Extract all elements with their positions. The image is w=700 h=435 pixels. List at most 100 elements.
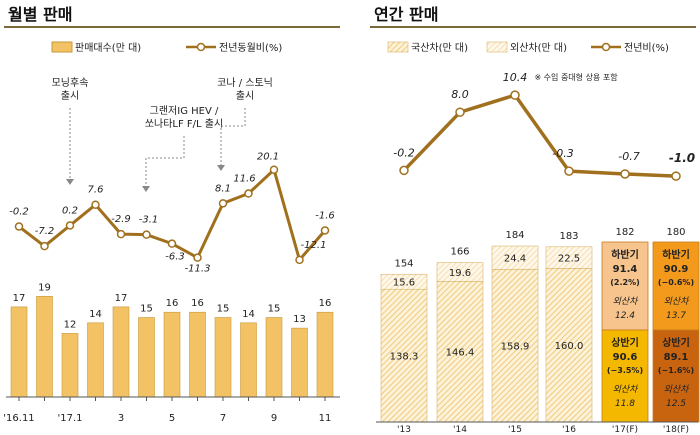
forecast-h2-value-1: 90.9 <box>664 264 689 275</box>
annual-yoy-point-5 <box>671 171 681 181</box>
annual-total-label-1: 166 <box>450 247 469 258</box>
legend-domestic-swatch <box>387 41 409 53</box>
monthly-yoy-point-1 <box>40 241 49 251</box>
monthly-bar-label-5: 15 <box>140 304 153 315</box>
right-panel-title: 연간 판매 <box>374 5 439 24</box>
monthly-yoy-label-9: 11.6 <box>233 174 255 185</box>
monthly-bar-6 <box>163 311 181 398</box>
annotation-2-connector <box>220 108 246 166</box>
monthly-yoy-label-8: 8.1 <box>215 183 231 194</box>
monthly-yoy-label-5: -3.1 <box>139 215 159 226</box>
monthly-yoy-point-6 <box>167 239 177 248</box>
monthly-yoy-point-10 <box>269 165 279 174</box>
annual-yoy-point-3 <box>564 166 574 176</box>
monthly-x-tick-label-10: 9 <box>271 413 277 424</box>
annual-x-tick-label-3: '16 <box>562 425 576 435</box>
annual-import-label-3: 22.5 <box>558 254 580 265</box>
monthly-bar-label-3: 14 <box>89 309 102 320</box>
forecast-h1-bar-0 <box>601 329 649 423</box>
monthly-bar-label-8: 15 <box>217 304 230 315</box>
monthly-bar-label-2: 12 <box>64 319 77 330</box>
forecast-h2-bar-0 <box>601 241 649 331</box>
legend-bar-swatch <box>51 41 73 53</box>
annotation-1-line-0: 그랜저IG HEV / <box>150 105 219 117</box>
monthly-bar-label-4: 17 <box>115 293 128 304</box>
forecast-h2-title-1: 하반기 <box>662 248 690 261</box>
monthly-yoy-point-5 <box>142 230 151 239</box>
annual-import-bar-2 <box>491 245 539 270</box>
forecast-h1-title-1: 상반기 <box>662 336 690 349</box>
annual-x-tick-label-4: '17(F) <box>612 425 638 435</box>
monthly-yoy-label-12: -1.6 <box>315 210 335 221</box>
legend-line-marker <box>196 42 206 52</box>
monthly-bar-9 <box>240 322 257 398</box>
forecast-h2-sub-label-1: 외산차 <box>664 296 691 307</box>
monthly-bar-4 <box>112 306 130 398</box>
forecast-h1-bar-1 <box>652 329 700 423</box>
forecast-h1-sub-label-1: 외산차 <box>664 384 691 395</box>
monthly-bar-label-11: 13 <box>293 314 306 325</box>
annotation-1-connector <box>145 136 185 187</box>
left-panel-title: 월별 판매 <box>8 5 73 24</box>
monthly-bar-label-12: 16 <box>319 298 332 309</box>
forecast-h2-title-0: 하반기 <box>611 248 639 261</box>
monthly-yoy-point-11 <box>295 255 304 265</box>
monthly-bar-1 <box>36 295 53 398</box>
annual-yoy-label-4: -0.7 <box>618 150 639 163</box>
annual-yoy-point-4 <box>620 169 630 179</box>
annual-import-bar-3 <box>545 246 593 269</box>
annual-x-tick-label-2: '15 <box>508 425 522 435</box>
monthly-bar-label-0: 17 <box>13 293 26 304</box>
forecast-h2-pct-1: (−0.6%) <box>658 278 694 287</box>
forecast-h1-sub-label-0: 외산차 <box>613 384 640 395</box>
annual-yoy-point-2 <box>510 90 520 100</box>
monthly-bar-7 <box>189 311 206 398</box>
monthly-bar-label-9: 14 <box>242 309 255 320</box>
legend-import-label: 외산차(만 대) <box>510 42 567 54</box>
annotation-2-line-1: 출시 <box>236 90 254 102</box>
forecast-h1-pct-0: (−3.5%) <box>607 366 643 375</box>
annual-yoy-point-0 <box>399 165 409 176</box>
forecast-h1-sub-value-0: 11.8 <box>615 399 635 409</box>
annual-yoy-line <box>402 93 677 178</box>
annual-total-label-0: 154 <box>394 258 413 269</box>
annual-total-label-2: 184 <box>505 230 524 241</box>
monthly-yoy-label-11: -12.1 <box>301 240 327 251</box>
monthly-x-tick-label-8: 7 <box>220 413 226 424</box>
annual-import-label-1: 19.6 <box>449 268 471 279</box>
annotation-2-arrowhead <box>217 165 225 171</box>
forecast-h2-pct-0: (2.2%) <box>610 278 640 287</box>
monthly-yoy-label-2: 0.2 <box>62 205 78 216</box>
annotation-0-line-1: 출시 <box>61 90 79 102</box>
annual-total-label-4: 182 <box>615 227 634 238</box>
monthly-bar-label-7: 16 <box>191 298 204 309</box>
left-title-rule <box>4 26 340 28</box>
annual-yoy-label-3: -0.3 <box>552 147 573 160</box>
annotation-1-arrowhead <box>142 186 150 192</box>
monthly-yoy-label-7: -11.3 <box>185 264 211 275</box>
annual-import-label-0: 15.6 <box>393 278 415 289</box>
annual-import-bar-0 <box>380 273 428 290</box>
forecast-h2-sub-value-0: 12.4 <box>615 311 635 321</box>
monthly-bar-label-10: 15 <box>268 304 281 315</box>
monthly-yoy-label-6: -6.3 <box>165 252 185 263</box>
monthly-bar-5 <box>138 317 155 398</box>
monthly-bar-11 <box>291 327 308 398</box>
monthly-yoy-label-1: -7.2 <box>35 226 55 237</box>
monthly-bar-2 <box>61 333 79 398</box>
annual-total-label-5: 180 <box>666 227 685 238</box>
annotation-2-line-0: 코나 / 스토닉 <box>217 77 273 89</box>
monthly-bar-0 <box>10 306 28 398</box>
monthly-bar-3 <box>87 322 104 398</box>
forecast-h1-sub-value-1: 12.5 <box>666 399 686 409</box>
annual-domestic-label-3: 160.0 <box>555 341 584 352</box>
annotation-0-arrowhead <box>66 179 74 185</box>
forecast-h2-sub-label-0: 외산차 <box>613 296 640 307</box>
legend-domestic-label: 국산차(만 대) <box>411 42 468 54</box>
monthly-bar-label-6: 16 <box>166 298 179 309</box>
monthly-yoy-label-4: -2.9 <box>111 214 131 225</box>
annual-total-label-3: 183 <box>559 231 578 242</box>
forecast-h1-title-0: 상반기 <box>611 336 639 349</box>
annual-domestic-bar-2 <box>491 269 539 423</box>
legend-line-label: 전년동월비(%) <box>219 42 282 54</box>
